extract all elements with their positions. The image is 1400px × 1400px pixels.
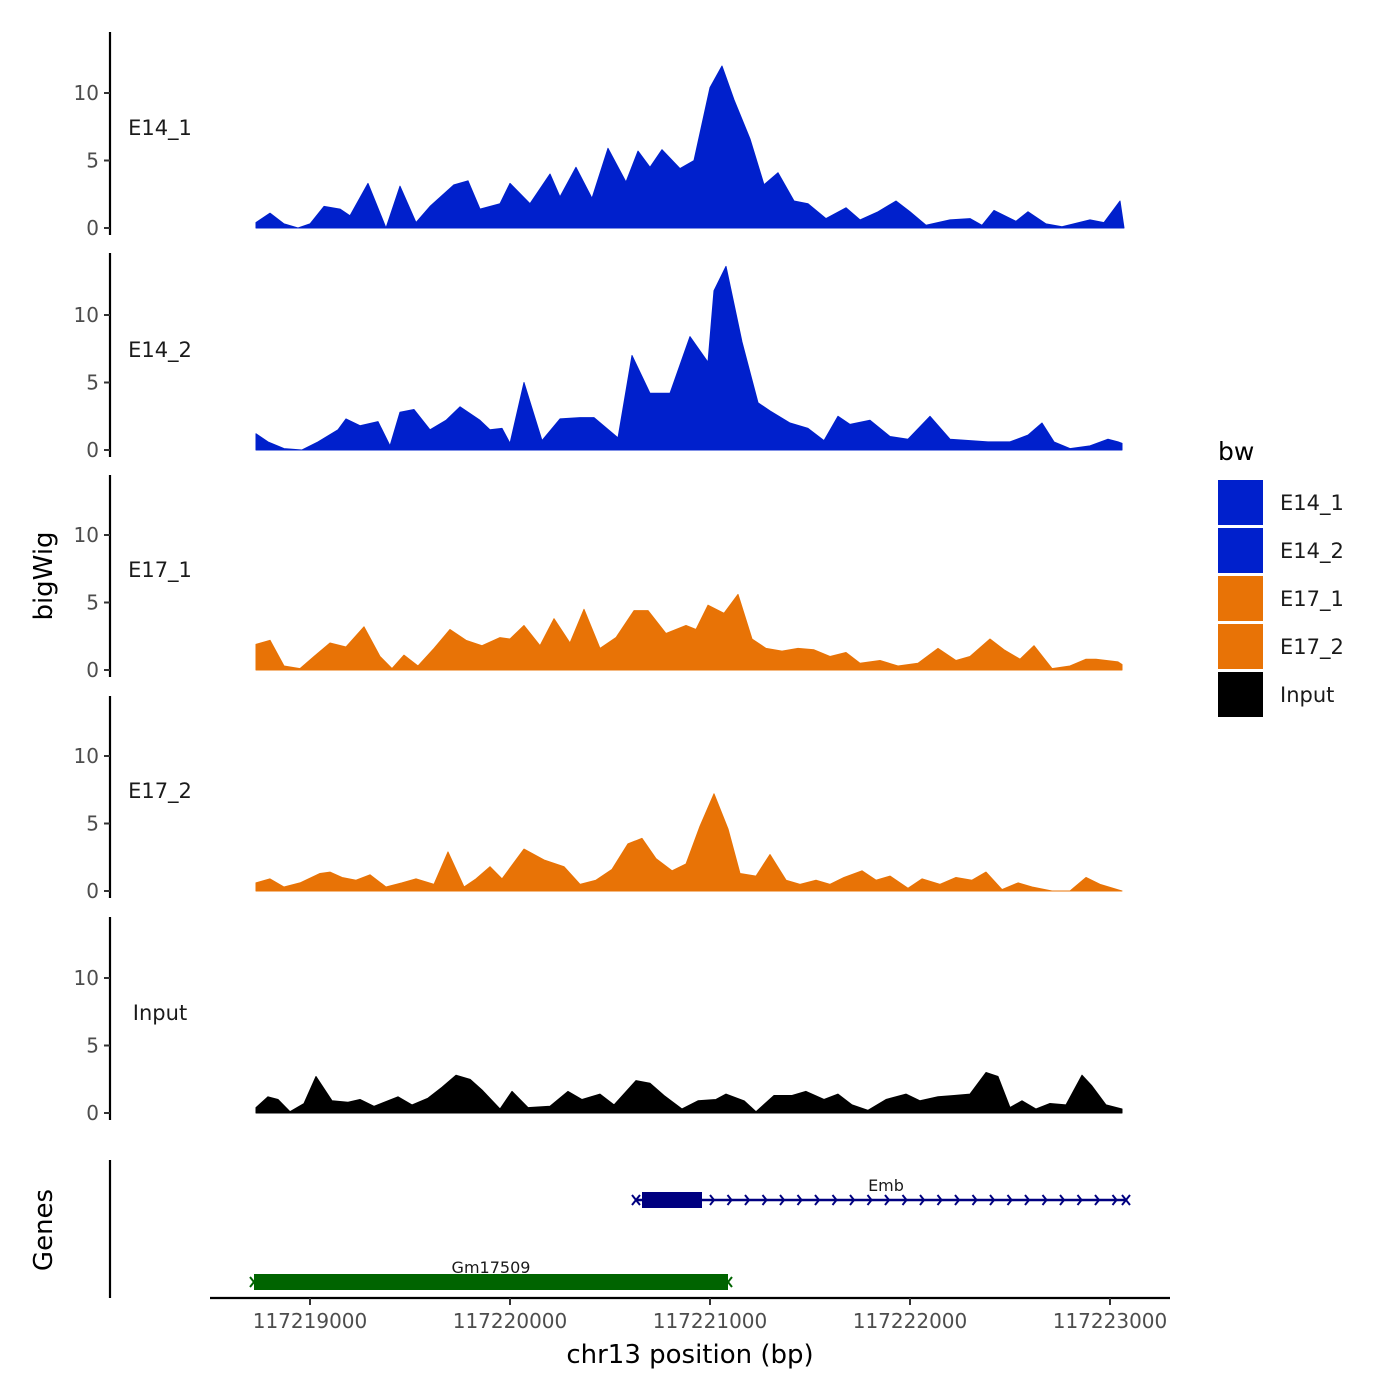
track-E17_1: 0 5 10 E17_1 <box>74 475 1123 682</box>
y-tick-label: 10 <box>74 81 99 105</box>
legend-swatch <box>1218 480 1263 525</box>
strand-chevron <box>709 1194 716 1206</box>
y-tick-label: 0 <box>86 438 99 462</box>
strand-chevron <box>884 1194 891 1206</box>
track-Input: 0 5 10 Input <box>74 917 1123 1125</box>
legend-swatch <box>1218 672 1263 717</box>
y-tick-label: 5 <box>86 371 99 395</box>
strand-chevron <box>814 1194 821 1206</box>
gene-end-cap <box>723 1276 733 1288</box>
series-area-E14_1 <box>255 65 1125 229</box>
x-tick-label: 117223000 <box>1053 1309 1168 1333</box>
strand-chevron <box>1041 1194 1048 1206</box>
strand-chevron <box>919 1194 926 1206</box>
legend-title: bw <box>1218 437 1254 466</box>
y-tick-label: 5 <box>86 1034 99 1058</box>
x-tick-label: 117221000 <box>653 1309 768 1333</box>
y-tick-label: 5 <box>86 149 99 173</box>
track-label: Input <box>133 1001 187 1025</box>
tracks-layer: 0 5 10 E14_1 0 5 10 E14_2 0 5 10 E17_1 0 5 10 E17_2 0 5 10… <box>74 32 1125 1125</box>
strand-chevron <box>954 1194 961 1206</box>
y-tick-label: 5 <box>86 812 99 836</box>
track-label: E17_1 <box>128 558 192 583</box>
strand-chevron <box>901 1194 908 1206</box>
gene-exon <box>254 1274 728 1290</box>
legend-swatch <box>1218 528 1263 573</box>
y-tick-label: 0 <box>86 658 99 682</box>
y-tick-label: 0 <box>86 216 99 240</box>
y-tick-label: 10 <box>74 303 99 327</box>
series-area-E17_1 <box>255 593 1123 671</box>
x-tick-label: 117222000 <box>853 1309 968 1333</box>
gene-Emb: Emb <box>631 1176 1131 1208</box>
x-tick-label: 117220000 <box>453 1309 568 1333</box>
y-tick-label: 10 <box>74 744 99 768</box>
series-area-E17_2 <box>255 793 1123 892</box>
gene-end-cap <box>631 1194 641 1206</box>
series-area-E14_2 <box>255 265 1123 451</box>
x-tick-label: 117219000 <box>253 1309 368 1333</box>
legend-label: Input <box>1280 683 1334 707</box>
strand-chevron <box>1094 1194 1101 1206</box>
gene-Gm17509: Gm17509 <box>249 1258 733 1290</box>
strand-chevron <box>779 1194 786 1206</box>
strand-chevron <box>1024 1194 1031 1206</box>
gene-label: Emb <box>868 1176 904 1195</box>
strand-chevron <box>1111 1194 1118 1206</box>
strand-chevron <box>849 1194 856 1206</box>
track-E14_2: 0 5 10 E14_2 <box>74 253 1123 462</box>
track-E14_1: 0 5 10 E14_1 <box>74 32 1125 240</box>
strand-chevron <box>761 1194 768 1206</box>
gene-label: Gm17509 <box>452 1258 531 1277</box>
genes-axis-title: Genes <box>29 1189 59 1271</box>
strand-chevron <box>744 1194 751 1206</box>
strand-chevron <box>1059 1194 1066 1206</box>
series-area-Input <box>255 1072 1123 1114</box>
y-tick-label: 0 <box>86 1101 99 1125</box>
y-tick-label: 10 <box>74 523 99 547</box>
y-tick-label: 0 <box>86 879 99 903</box>
y-tick-label: 10 <box>74 966 99 990</box>
strand-chevron <box>1006 1194 1013 1206</box>
legend-label: E14_2 <box>1280 539 1344 564</box>
strand-chevron <box>971 1194 978 1206</box>
strand-chevron <box>726 1194 733 1206</box>
y-axis-title: bigWig <box>29 531 59 620</box>
y-tick-label: 5 <box>86 591 99 615</box>
legend-label: E14_1 <box>1280 491 1344 516</box>
strand-chevron <box>989 1194 996 1206</box>
gene-exon <box>642 1192 702 1208</box>
track-label: E17_2 <box>128 779 192 804</box>
legend-label: E17_1 <box>1280 587 1344 612</box>
genes-layer: Emb Gm17509 <box>108 1160 1131 1298</box>
track-label: E14_2 <box>128 338 192 363</box>
strand-chevron <box>831 1194 838 1206</box>
legend-swatch <box>1218 624 1263 669</box>
x-axis: 117219000 117220000 117221000 117222000 1172… <box>210 1296 1170 1333</box>
legend-label: E17_2 <box>1280 635 1344 660</box>
gene-end-cap <box>1121 1194 1131 1206</box>
track-E17_2: 0 5 10 E17_2 <box>74 696 1123 903</box>
legend-swatch <box>1218 576 1263 621</box>
strand-chevron <box>796 1194 803 1206</box>
legend: bw E14_1 E14_2 E17_1 E17_2 Input <box>1218 437 1344 717</box>
track-label: E14_1 <box>128 116 192 141</box>
x-axis-title: chr13 position (bp) <box>566 1340 813 1370</box>
strand-chevron <box>866 1194 873 1206</box>
gene-end-cap <box>249 1276 259 1288</box>
strand-chevron <box>936 1194 943 1206</box>
strand-chevron <box>1076 1194 1083 1206</box>
